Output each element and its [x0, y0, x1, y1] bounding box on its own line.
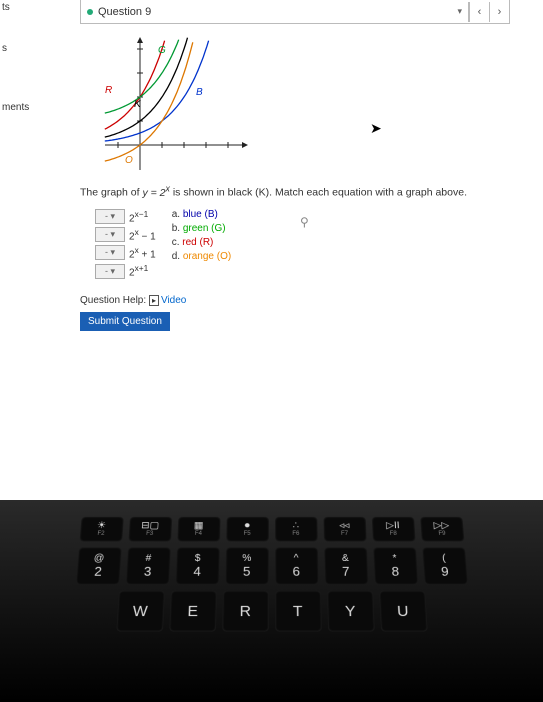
function-key[interactable]: ▷IIF8	[371, 517, 415, 542]
mouse-cursor-icon: ➤	[370, 120, 382, 137]
letter-key[interactable]: U	[379, 591, 427, 632]
function-key[interactable]: ◃◃F7	[323, 517, 366, 542]
match-row: - ▾ 2x−1	[95, 209, 156, 224]
question-prompt: The graph of y = 2x is shown in black (K…	[80, 183, 530, 199]
left-nav: ts s ments	[0, 0, 40, 115]
video-link[interactable]: Video	[161, 295, 186, 306]
keyboard: ☀F2⊟▢F3▦F4⏺F5∴F6◃◃F7▷IIF8▷▷F9 @2#3$4%5^6…	[0, 500, 543, 702]
svg-text:B: B	[196, 87, 203, 98]
letter-key[interactable]: T	[275, 591, 322, 632]
svg-text:G: G	[158, 45, 166, 56]
answer-option: a. blue (B)	[172, 209, 231, 220]
question-title: Question 9	[98, 6, 451, 18]
letter-key[interactable]: R	[222, 591, 269, 632]
number-key[interactable]: *8	[373, 547, 418, 584]
function-key[interactable]: ▷▷F9	[420, 517, 464, 542]
match-row: - ▾ 2x+1	[95, 263, 156, 278]
answer-option: b. green (G)	[172, 223, 231, 234]
number-key[interactable]: #3	[125, 547, 170, 584]
svg-text:R: R	[105, 85, 112, 96]
match-select[interactable]: - ▾	[95, 209, 125, 224]
video-icon: ▸	[149, 295, 159, 306]
number-key[interactable]: $4	[175, 547, 219, 584]
number-key[interactable]: &7	[324, 547, 368, 584]
function-key[interactable]: ⊟▢F3	[128, 517, 172, 542]
function-key[interactable]: ∴F6	[275, 517, 318, 542]
question-content: R K G B O ⚲ ➤ The graph of y = 2x is shown i…	[80, 35, 530, 331]
match-select[interactable]: - ▾	[95, 227, 125, 242]
question-dropdown-icon[interactable]: ▾	[451, 6, 468, 17]
question-header: Question 9 ▾ ‹ ›	[80, 0, 510, 24]
answer-option: d. orange (O)	[172, 251, 231, 262]
function-key[interactable]: ⏺F5	[226, 517, 269, 542]
match-select[interactable]: - ▾	[95, 264, 125, 279]
answer-option: c. red (R)	[172, 237, 231, 248]
prev-question-button[interactable]: ‹	[469, 2, 489, 22]
equation-label: 2x − 1	[129, 227, 156, 242]
equation-label: 2x + 1	[129, 245, 156, 260]
match-row: - ▾ 2x + 1	[95, 245, 156, 260]
letter-key[interactable]: Y	[327, 591, 375, 632]
svg-text:K: K	[134, 99, 142, 110]
equation-label: 2x+1	[129, 263, 148, 278]
letter-key[interactable]: W	[116, 591, 164, 632]
screen: ts s ments Question 9 ▾ ‹ › R K G B O ⚲ ➤ Th…	[0, 0, 543, 500]
function-key[interactable]: ▦F4	[177, 517, 220, 542]
match-select[interactable]: - ▾	[95, 245, 125, 260]
nav-item[interactable]: s	[0, 41, 40, 56]
next-question-button[interactable]: ›	[489, 2, 509, 22]
nav-item[interactable]: ments	[0, 100, 40, 115]
number-key[interactable]: @2	[75, 547, 121, 584]
status-dot	[87, 9, 93, 15]
graph-chart: R K G B O	[100, 35, 250, 175]
nav-item[interactable]: ts	[0, 0, 40, 15]
svg-text:O: O	[125, 155, 133, 166]
number-key[interactable]: ^6	[275, 547, 319, 584]
equation-label: 2x−1	[129, 209, 148, 224]
function-key[interactable]: ☀F2	[79, 517, 123, 542]
magnify-icon[interactable]: ⚲	[300, 215, 309, 229]
number-key[interactable]: %5	[225, 547, 269, 584]
submit-question-button[interactable]: Submit Question	[80, 312, 170, 331]
matching-area: - ▾ 2x−1 - ▾ 2x − 1 - ▾ 2x + 1 - ▾ 2x+1 a. blue…	[95, 209, 530, 279]
match-row: - ▾ 2x − 1	[95, 227, 156, 242]
question-help: Question Help: ▸Video	[80, 295, 530, 306]
letter-key[interactable]: E	[169, 591, 217, 632]
number-key[interactable]: (9	[422, 547, 468, 584]
